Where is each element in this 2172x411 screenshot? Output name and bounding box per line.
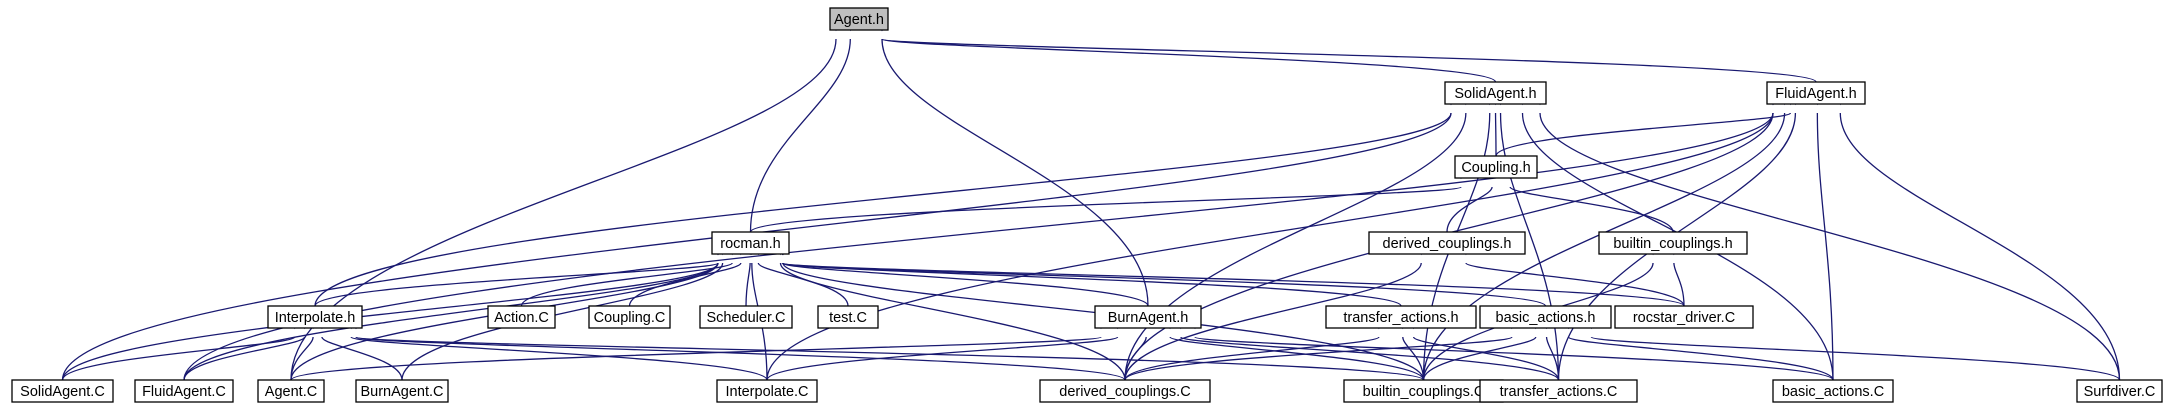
edges-layer xyxy=(61,20,2121,381)
node-interpolate-h[interactable]: Interpolate.h xyxy=(267,305,363,329)
node-box[interactable] xyxy=(716,379,818,403)
node-label: Interpolate.C xyxy=(725,384,808,400)
node-box[interactable] xyxy=(1479,379,1638,403)
edge-surfdiver_c-to-fluidagent_h xyxy=(1835,94,2121,381)
node-solidagent-c[interactable]: SolidAgent.C xyxy=(11,379,114,403)
node-box[interactable] xyxy=(1444,81,1547,105)
node-box[interactable] xyxy=(1368,231,1526,255)
node-transfer-actions-h[interactable]: transfer_actions.h xyxy=(1325,305,1477,329)
edge-fluidagent_h-to-agent_h xyxy=(877,20,1817,83)
node-derived-couplings-h[interactable]: derived_couplings.h xyxy=(1368,231,1526,255)
node-label: FluidAgent.h xyxy=(1775,86,1856,102)
edge-agent_c-to-burnagent_h xyxy=(290,318,1106,381)
node-box[interactable] xyxy=(1454,155,1538,179)
node-burnagent-c[interactable]: BurnAgent.C xyxy=(355,379,449,403)
node-burnagent-h[interactable]: BurnAgent.h xyxy=(1094,305,1202,329)
nodes-layer: Agent.h SolidAgent.h FluidAgent.h Coupling.… xyxy=(11,7,2163,403)
node-action-c[interactable]: Action.C xyxy=(487,305,556,329)
node-label: Coupling.C xyxy=(594,310,666,326)
node-fluidagent-c[interactable]: FluidAgent.C xyxy=(134,379,234,403)
node-builtin-couplings-h[interactable]: builtin_couplings.h xyxy=(1598,231,1748,255)
node-agent-c[interactable]: Agent.C xyxy=(257,379,325,403)
edge-rocman_h-to-agent_h xyxy=(749,20,856,233)
node-box[interactable] xyxy=(134,379,234,403)
node-box[interactable] xyxy=(257,379,325,403)
node-derived-couplings-c[interactable]: derived_couplings.C xyxy=(1039,379,1211,403)
node-box[interactable] xyxy=(487,305,556,329)
node-label: Agent.h xyxy=(834,12,884,28)
node-label: derived_couplings.C xyxy=(1059,384,1190,400)
node-box[interactable] xyxy=(1772,379,1894,403)
node-box[interactable] xyxy=(355,379,449,403)
node-box[interactable] xyxy=(1039,379,1211,403)
node-label: transfer_actions.C xyxy=(1500,384,1618,400)
node-box[interactable] xyxy=(829,7,889,31)
node-box[interactable] xyxy=(1094,305,1202,329)
node-box[interactable] xyxy=(1598,231,1748,255)
node-label: Surfdiver.C xyxy=(2084,384,2156,400)
node-label: derived_couplings.h xyxy=(1383,236,1512,252)
node-label: basic_actions.C xyxy=(1782,384,1884,400)
node-box[interactable] xyxy=(817,305,879,329)
edge-burnagent_h-to-agent_h xyxy=(877,20,1149,307)
node-basic-actions-c[interactable]: basic_actions.C xyxy=(1772,379,1894,403)
node-box[interactable] xyxy=(1325,305,1477,329)
node-label: Agent.C xyxy=(265,384,317,400)
edge-interpolate_h-to-solidagent_h xyxy=(314,94,1456,307)
node-box[interactable] xyxy=(711,231,790,255)
node-box[interactable] xyxy=(699,305,793,329)
node-box[interactable] xyxy=(267,305,363,329)
node-interpolate-c[interactable]: Interpolate.C xyxy=(716,379,818,403)
node-rocman-h[interactable]: rocman.h xyxy=(711,231,790,255)
node-builtin-couplings-c[interactable]: builtin_couplings.C xyxy=(1343,379,1504,403)
node-fluidagent-h[interactable]: FluidAgent.h xyxy=(1766,81,1866,105)
node-box[interactable] xyxy=(1479,305,1612,329)
node-label: rocman.h xyxy=(720,236,780,252)
node-label: builtin_couplings.h xyxy=(1613,236,1732,252)
node-label: test.C xyxy=(829,310,867,326)
node-label: transfer_actions.h xyxy=(1343,310,1458,326)
node-coupling-c[interactable]: Coupling.C xyxy=(588,305,671,329)
node-label: Action.C xyxy=(494,310,549,326)
node-surfdiver-c[interactable]: Surfdiver.C xyxy=(2076,379,2163,403)
node-coupling-h[interactable]: Coupling.h xyxy=(1454,155,1538,179)
node-label: FluidAgent.C xyxy=(142,384,226,400)
node-label: rocstar_driver.C xyxy=(1633,310,1735,326)
node-box[interactable] xyxy=(588,305,671,329)
node-basic-actions-h[interactable]: basic_actions.h xyxy=(1479,305,1612,329)
edge-solidagent_h-to-agent_h xyxy=(877,20,1497,83)
node-box[interactable] xyxy=(1766,81,1866,105)
node-box[interactable] xyxy=(2076,379,2163,403)
node-box[interactable] xyxy=(11,379,114,403)
node-transfer-actions-c[interactable]: transfer_actions.C xyxy=(1479,379,1638,403)
node-label: Scheduler.C xyxy=(707,310,786,326)
node-label: builtin_couplings.C xyxy=(1363,384,1485,400)
node-label: SolidAgent.h xyxy=(1454,86,1536,102)
node-agent-h[interactable]: Agent.h xyxy=(829,7,889,31)
node-label: Coupling.h xyxy=(1461,160,1530,176)
node-label: Interpolate.h xyxy=(275,310,356,326)
node-label: SolidAgent.C xyxy=(20,384,105,400)
node-solidagent-h[interactable]: SolidAgent.h xyxy=(1444,81,1547,105)
node-rocstar-driver-c[interactable]: rocstar_driver.C xyxy=(1614,305,1754,329)
edge-basic_actions_c-to-fluidagent_h xyxy=(1812,94,1834,381)
node-label: BurnAgent.h xyxy=(1108,310,1189,326)
node-scheduler-c[interactable]: Scheduler.C xyxy=(699,305,793,329)
node-test-c[interactable]: test.C xyxy=(817,305,879,329)
node-label: basic_actions.h xyxy=(1496,310,1596,326)
node-label: BurnAgent.C xyxy=(360,384,443,400)
edge-rocman_h-to-coupling_h xyxy=(749,168,1466,233)
node-box[interactable] xyxy=(1614,305,1754,329)
